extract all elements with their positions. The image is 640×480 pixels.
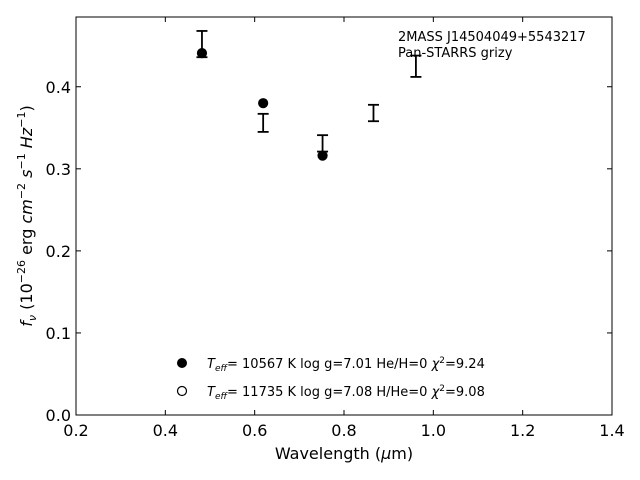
errorbar-2 (317, 134, 329, 153)
legend-entry-1: Teff= 10567 K log g=7.01 He/H=0 χ2=9.24 (207, 356, 485, 374)
y-axis-label: fν (10−26 erg cm−2 s−1 Hz−1) (15, 105, 39, 326)
plot-frame (75, 16, 613, 416)
legend: Teff= 10567 K log g=7.01 He/H=0 χ2=9.24 … (176, 356, 485, 402)
legend-marker-filled (177, 358, 187, 368)
y-tick-label-2: 0.2 (46, 242, 71, 261)
y-tick-label-1: 0.1 (46, 324, 71, 343)
y-tick-label-0: 0.0 (46, 406, 71, 425)
x-tick-label-0: 0.2 (63, 421, 88, 440)
model-0-point-0 (196, 48, 208, 59)
x-axis-label: Wavelength (μm) (275, 444, 413, 463)
legend-entry-2: Teff= 11735 K log g=7.08 H/He=0 χ2=9.08 (207, 384, 485, 402)
model-0-point-1 (258, 98, 269, 109)
x-tick-label-6: 1.4 (599, 421, 624, 440)
annotation-line-2: Pan-STARRS grizy (398, 46, 513, 61)
errorbar-3 (367, 103, 379, 123)
y-tick-label-3: 0.3 (46, 160, 71, 179)
data-marks (196, 30, 422, 161)
x-tick-label-3: 0.8 (331, 421, 356, 440)
x-tick-label-4: 1.0 (421, 421, 446, 440)
errorbar-1 (257, 112, 269, 133)
y-tick-label-4: 0.4 (46, 78, 71, 97)
x-tick-label-5: 1.2 (510, 421, 535, 440)
errorbar-4 (410, 54, 422, 78)
annotation-line-1: 2MASS J14504049+5543217 (398, 30, 586, 45)
legend-marker-open (176, 385, 188, 397)
x-tick-label-1: 0.4 (153, 421, 178, 440)
tick-labels: 0.2 0.4 0.6 0.8 1.0 1.2 1.4 0.0 0.1 0.2 0.3 0.4 (46, 78, 625, 440)
model-0-point-2 (317, 150, 328, 161)
axis-ticks (75, 17, 613, 416)
x-tick-label-2: 0.6 (242, 421, 267, 440)
